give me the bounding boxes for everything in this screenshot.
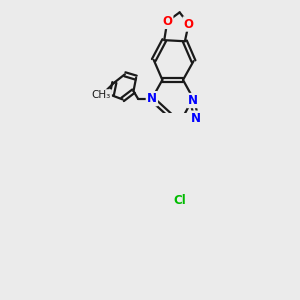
Text: CH₃: CH₃ — [92, 90, 111, 100]
Text: N: N — [147, 92, 157, 105]
Text: Cl: Cl — [173, 194, 186, 207]
Text: N: N — [191, 112, 201, 125]
Text: O: O — [184, 17, 194, 31]
Text: O: O — [162, 15, 172, 28]
Text: N: N — [188, 94, 197, 107]
